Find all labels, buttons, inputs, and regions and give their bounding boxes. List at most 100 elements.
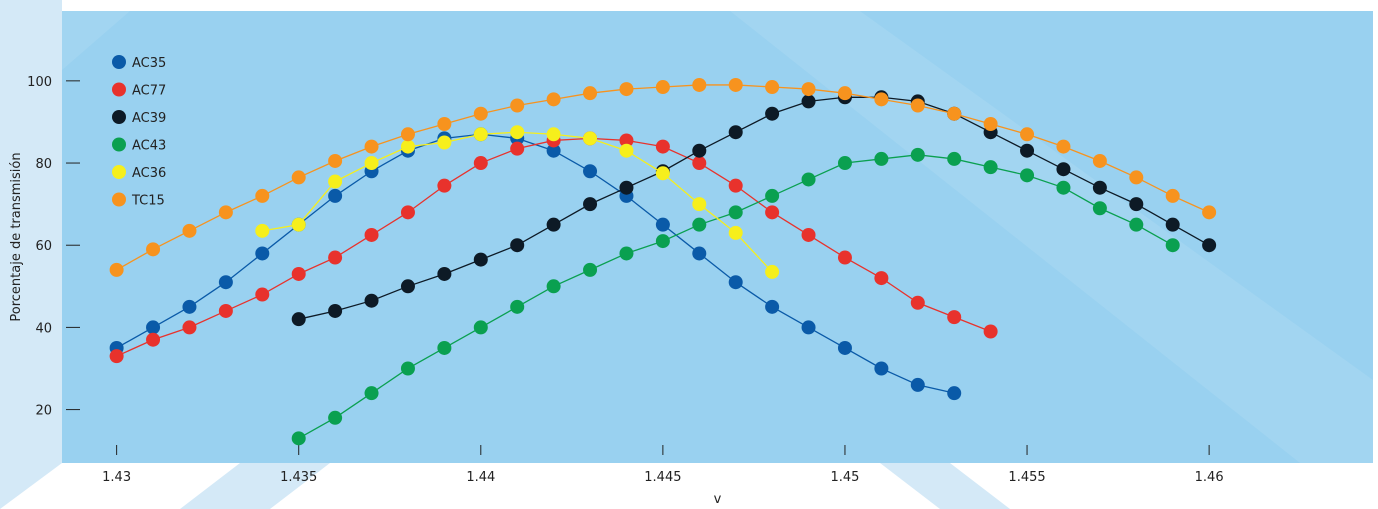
- data-point-tc15: [874, 92, 889, 107]
- data-point-ac43: [1056, 180, 1071, 195]
- decor-overlay-diagonal: [730, 11, 1373, 463]
- data-point-tc15: [801, 82, 816, 97]
- x-tick-label: 1.455: [1008, 470, 1045, 485]
- data-point-ac36: [728, 225, 743, 240]
- data-point-ac36: [619, 143, 634, 158]
- data-point-ac36: [364, 156, 379, 171]
- data-point-tc15: [1165, 188, 1180, 203]
- legend-label: AC35: [132, 56, 166, 71]
- data-point-ac36: [400, 139, 415, 154]
- legend-marker: [112, 137, 126, 152]
- legend-marker: [112, 55, 126, 69]
- legend-item-tc15: TC15: [112, 192, 165, 209]
- data-point-tc15: [182, 223, 197, 238]
- axes: 1.43 1.435 1.44 1.445 1.45 1.455 1.46 20 40 60 80 1…: [27, 75, 1223, 485]
- plot-area: [62, 11, 1373, 463]
- data-point-ac43: [583, 262, 598, 277]
- data-point-tc15: [109, 262, 124, 277]
- data-point-ac36: [583, 131, 598, 146]
- data-point-ac77: [947, 310, 962, 325]
- data-point-ac35: [583, 164, 598, 179]
- data-point-ac39: [765, 106, 780, 121]
- data-point-ac43: [947, 151, 962, 166]
- legend-label: AC39: [132, 111, 166, 126]
- data-point-tc15: [692, 77, 707, 92]
- legend-label: AC77: [132, 84, 166, 99]
- data-point-ac77: [364, 227, 379, 242]
- data-point-ac35: [874, 361, 889, 376]
- x-tick-label: 1.45: [830, 470, 859, 485]
- legend-item-ac36: AC36: [112, 165, 166, 181]
- data-point-ac77: [692, 156, 707, 171]
- data-point-ac39: [801, 94, 816, 109]
- data-point-ac36: [692, 197, 707, 212]
- data-point-ac39: [473, 252, 488, 267]
- data-point-tc15: [255, 188, 270, 203]
- data-point-tc15: [983, 117, 998, 131]
- data-point-tc15: [947, 106, 962, 121]
- data-point-ac39: [546, 217, 561, 232]
- data-point-ac35: [728, 275, 743, 290]
- y-tick-label: 100: [27, 75, 52, 90]
- data-point-ac43: [510, 299, 525, 314]
- data-point-ac39: [1129, 197, 1144, 212]
- data-point-tc15: [765, 80, 780, 95]
- x-tick-label: 1.435: [280, 470, 317, 485]
- data-point-ac35: [692, 246, 707, 261]
- data-point-tc15: [510, 98, 525, 113]
- data-point-tc15: [1020, 127, 1035, 142]
- series-layer: [109, 77, 1217, 446]
- y-tick-label: 60: [35, 239, 52, 254]
- x-tick-label: 1.43: [102, 470, 131, 485]
- y-tick-label: 80: [35, 157, 52, 172]
- data-point-ac77: [473, 156, 488, 171]
- data-point-ac43: [1165, 238, 1180, 253]
- y-tick-label: 20: [35, 404, 52, 419]
- data-point-ac35: [328, 188, 343, 203]
- data-point-ac77: [328, 250, 343, 265]
- data-point-ac77: [218, 303, 233, 318]
- legend-item-ac43: AC43: [112, 137, 166, 154]
- decor-band-left: [0, 0, 62, 509]
- data-point-ac35: [947, 386, 962, 401]
- data-point-tc15: [1129, 170, 1144, 185]
- data-point-tc15: [1202, 205, 1217, 220]
- data-point-ac77: [801, 227, 816, 242]
- data-point-ac43: [1129, 217, 1144, 232]
- data-point-ac43: [728, 205, 743, 220]
- data-point-ac35: [801, 320, 816, 335]
- y-tick-label: 40: [35, 321, 52, 336]
- data-point-ac36: [328, 174, 343, 189]
- data-point-ac43: [692, 217, 707, 232]
- data-point-ac36: [765, 264, 780, 279]
- data-point-ac43: [546, 279, 561, 294]
- data-point-ac35: [182, 299, 197, 314]
- data-point-tc15: [218, 205, 233, 220]
- data-point-ac77: [765, 205, 780, 220]
- data-point-ac77: [400, 205, 415, 220]
- decor-overlay-corner: [62, 11, 130, 70]
- x-tick-label: 1.46: [1195, 470, 1224, 485]
- data-point-ac77: [728, 178, 743, 193]
- data-point-tc15: [146, 242, 161, 257]
- data-point-ac39: [400, 279, 415, 294]
- data-point-ac35: [910, 377, 925, 392]
- data-point-ac35: [146, 320, 161, 335]
- data-point-tc15: [473, 106, 488, 121]
- data-point-ac43: [983, 160, 998, 175]
- legend-item-ac39: AC39: [112, 110, 166, 126]
- data-point-tc15: [400, 127, 415, 142]
- data-point-ac77: [291, 266, 306, 281]
- data-point-ac77: [619, 133, 634, 148]
- data-point-ac39: [328, 303, 343, 318]
- data-point-ac39: [510, 238, 525, 253]
- data-point-tc15: [364, 139, 379, 154]
- data-point-tc15: [1092, 153, 1107, 168]
- data-point-ac39: [1020, 143, 1035, 158]
- data-point-ac77: [510, 141, 525, 156]
- data-point-ac36: [655, 166, 670, 181]
- data-point-ac36: [291, 217, 306, 232]
- data-point-ac77: [146, 332, 161, 347]
- data-point-ac43: [1020, 168, 1035, 183]
